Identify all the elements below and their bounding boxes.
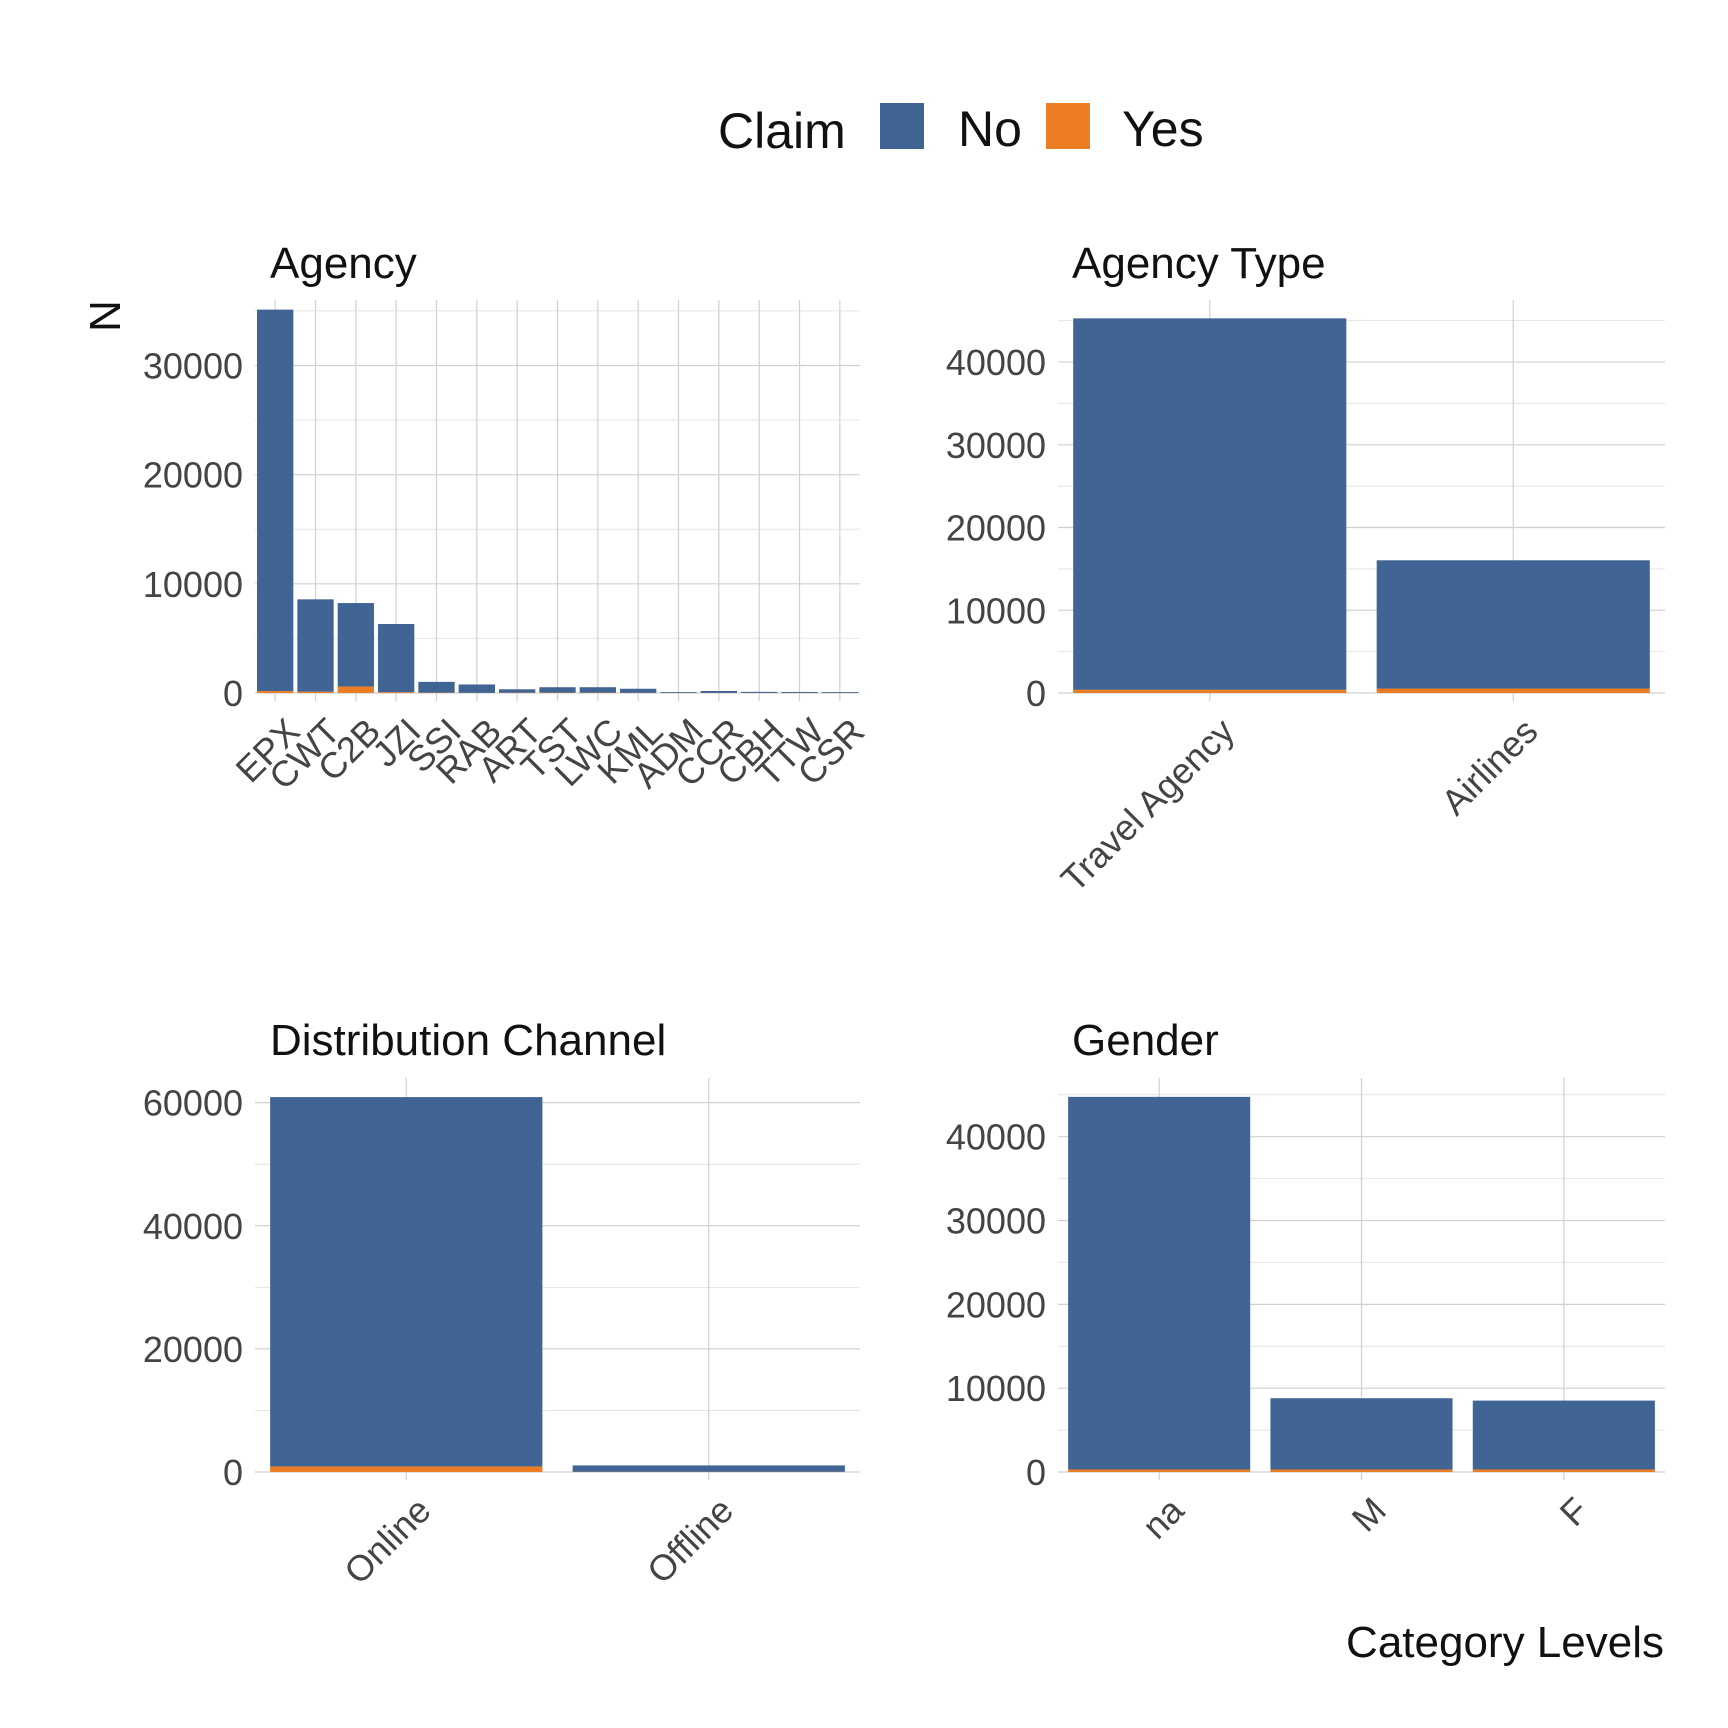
y-tick-label: 0 <box>223 1452 243 1493</box>
y-axis-label: N <box>80 300 129 332</box>
bar-no <box>700 690 737 693</box>
bars <box>257 309 858 693</box>
y-tick-label: 40000 <box>946 342 1046 383</box>
bar-no <box>781 691 818 693</box>
y-tick-label: 60000 <box>143 1083 243 1124</box>
x-axis-label: Category Levels <box>1346 1618 1664 1667</box>
panel-title: Agency <box>270 239 417 288</box>
bar-no <box>1073 318 1347 690</box>
bar-no <box>1376 560 1650 689</box>
bars <box>1068 1096 1655 1472</box>
panel-title: Distribution Channel <box>270 1016 666 1065</box>
bar-yes <box>1270 1469 1453 1472</box>
bar-yes <box>297 691 334 693</box>
legend-swatch-yes <box>1046 103 1090 149</box>
legend: Claim No Yes <box>718 101 1204 159</box>
bar-no <box>499 689 536 693</box>
bar-yes <box>1472 1469 1655 1472</box>
panel-title: Agency Type <box>1072 239 1326 288</box>
bar-no <box>572 1465 845 1472</box>
y-tick-label: 40000 <box>946 1117 1046 1158</box>
bar-yes <box>1073 689 1347 693</box>
bar-no <box>418 681 455 693</box>
bar-no <box>1472 1400 1655 1470</box>
panel-title: Gender <box>1072 1016 1219 1065</box>
bar-no <box>741 691 778 693</box>
bar-no <box>458 684 495 693</box>
bar-no <box>660 692 697 693</box>
bar-no <box>539 687 576 693</box>
bar-no <box>257 309 294 692</box>
x-tick-label: Offline <box>639 1489 741 1591</box>
x-tick-label: Online <box>336 1489 439 1592</box>
bar-no <box>620 688 657 693</box>
bars <box>1073 318 1650 693</box>
y-tick-label: 20000 <box>143 1329 243 1370</box>
bar-yes <box>337 686 374 693</box>
y-tick-label: 10000 <box>143 564 243 605</box>
panel-3: Gender 0 10000 20000 30000 40000 na M F <box>946 1016 1665 1547</box>
panel-0: Agency0100002000030000EPXCWTC2BJZISSIRAB… <box>143 239 872 797</box>
bar-yes <box>1068 1469 1251 1472</box>
bar-yes <box>1376 688 1650 693</box>
legend-label-yes: Yes <box>1122 101 1204 157</box>
bar-no <box>270 1097 543 1467</box>
y-tick-label: 20000 <box>946 508 1046 549</box>
x-tick-label: M <box>1344 1489 1394 1539</box>
bar-no <box>297 599 334 692</box>
bar-no <box>337 603 374 687</box>
y-tick-label: 30000 <box>143 346 243 387</box>
panel-1: Agency Type 0 10000 20000 30000 40000 Travel A… <box>946 239 1665 900</box>
x-tick-label: F <box>1552 1489 1597 1534</box>
y-tick-label: 20000 <box>143 455 243 496</box>
legend-swatch-no <box>880 103 924 149</box>
y-tick-label: 40000 <box>143 1206 243 1247</box>
y-tick-label: 30000 <box>946 425 1046 466</box>
bar-no <box>1068 1096 1251 1470</box>
bar-yes <box>270 1466 543 1472</box>
y-tick-label: 30000 <box>946 1201 1046 1242</box>
bar-yes <box>378 692 415 693</box>
bar-no <box>579 687 616 693</box>
x-tick-label: Airlines <box>1433 710 1545 822</box>
y-tick-label: 0 <box>1026 1452 1046 1493</box>
bar-yes <box>257 691 294 693</box>
x-tick-label: Travel Agency <box>1053 710 1242 899</box>
panel-2: Distribution Channel 0 20000 40000 60000 Onli… <box>143 1016 860 1592</box>
y-tick-label: 20000 <box>946 1284 1046 1325</box>
x-tick-label: na <box>1134 1489 1192 1547</box>
bar-no <box>821 692 858 693</box>
bar-no <box>378 624 415 693</box>
panels: Agency0100002000030000EPXCWTC2BJZISSIRAB… <box>143 239 1665 1592</box>
legend-title: Claim <box>718 103 846 159</box>
y-tick-label: 10000 <box>946 1368 1046 1409</box>
y-tick-label: 0 <box>1026 673 1046 714</box>
legend-label-no: No <box>958 101 1022 157</box>
y-tick-label: 10000 <box>946 590 1046 631</box>
gridlines <box>255 300 860 701</box>
bar-no <box>1270 1398 1453 1470</box>
bars <box>270 1097 845 1472</box>
y-tick-label: 0 <box>223 673 243 714</box>
